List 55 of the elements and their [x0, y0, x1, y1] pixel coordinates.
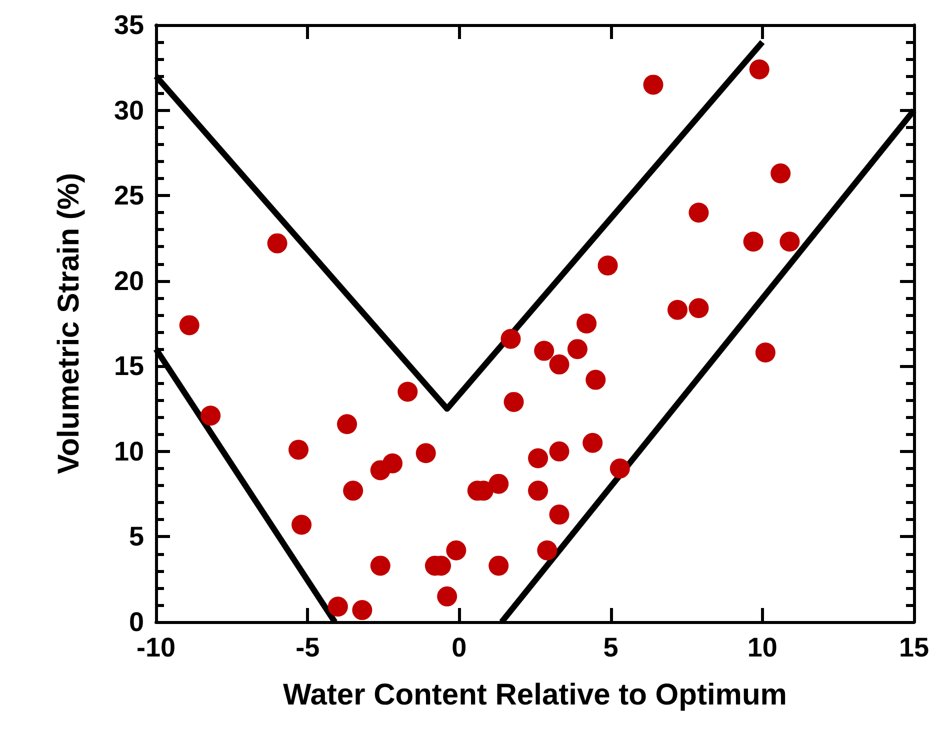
point [549, 441, 570, 462]
y-tick-label: 15 [114, 351, 144, 382]
y-tick-label: 5 [128, 522, 144, 552]
point [328, 596, 348, 617]
point [292, 514, 312, 535]
point [688, 202, 709, 223]
point [437, 586, 458, 606]
x-axis-title: Water Content Relative to Optimum [283, 678, 787, 712]
x-tick-label: 15 [898, 632, 930, 662]
point [488, 474, 509, 494]
point [398, 382, 418, 402]
x-tick-label: 5 [603, 632, 618, 662]
y-tick-label: 35 [114, 10, 144, 40]
point [743, 232, 764, 252]
point [668, 300, 688, 320]
point [755, 342, 776, 362]
point [537, 540, 558, 560]
x-tick-label: 10 [747, 632, 778, 662]
point [534, 340, 554, 361]
point [549, 354, 570, 374]
point [749, 59, 770, 80]
point [780, 232, 800, 252]
point [337, 414, 358, 434]
y-tick-label: 30 [114, 95, 144, 126]
point [200, 406, 221, 426]
point [446, 540, 466, 560]
point [504, 392, 524, 412]
point [416, 443, 436, 464]
x-tick-label: 0 [452, 632, 467, 662]
point [688, 298, 709, 318]
point [643, 74, 664, 95]
point [770, 163, 791, 184]
point [549, 504, 570, 525]
point [370, 556, 390, 576]
point [598, 256, 618, 276]
point [382, 453, 402, 474]
point [343, 480, 364, 501]
point [528, 448, 548, 468]
point [576, 314, 597, 334]
y-tick-label: 20 [114, 266, 144, 296]
point [488, 556, 509, 576]
point [567, 339, 588, 360]
point [267, 233, 288, 254]
point [500, 328, 521, 349]
point [352, 600, 372, 620]
point [610, 458, 630, 478]
point [179, 315, 200, 336]
y-axis-title: Volumetric Strain (%) [52, 172, 86, 474]
point [582, 432, 603, 453]
point [586, 370, 606, 390]
y-tick-label: 25 [114, 180, 144, 211]
x-tick-label: -5 [296, 632, 320, 662]
point [288, 440, 309, 460]
point [528, 480, 548, 501]
y-tick-label: 10 [114, 436, 144, 466]
